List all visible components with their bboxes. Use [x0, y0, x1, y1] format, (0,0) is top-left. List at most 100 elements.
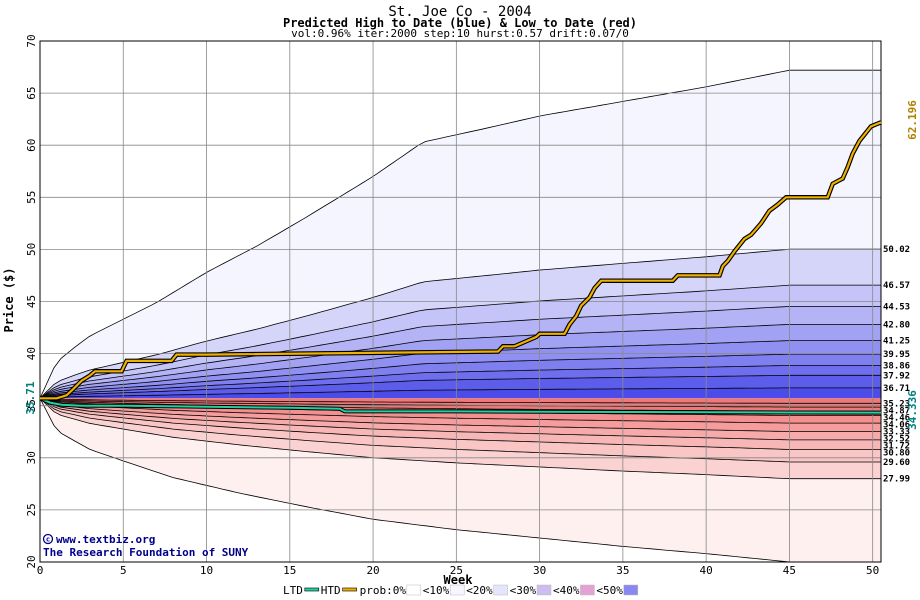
credits: c www.textbiz.org The Research Foundatio… — [42, 533, 249, 559]
x-tick-label-4: 20 — [366, 564, 379, 577]
lower-band-6 — [40, 398, 881, 424]
band-label-17: 29.60 — [883, 458, 910, 468]
lower-contour-0 — [39, 398, 881, 563]
lower-band-9 — [40, 398, 881, 408]
band-label-9: 35.23 — [883, 399, 910, 409]
y-tick-label-2: 30 — [25, 451, 38, 464]
x-tick-label-10: 50 — [866, 564, 879, 577]
x-tick-label-5: 25 — [450, 564, 463, 577]
legend-prob-swatch-0 — [406, 584, 422, 596]
band-label-4: 41.25 — [883, 337, 910, 347]
x-tick-label-1: 5 — [120, 564, 127, 577]
upper-contour-6 — [39, 353, 881, 399]
lower-contour-3 — [39, 397, 881, 450]
upper-contour-4 — [39, 324, 881, 399]
x-tick-label-8: 40 — [700, 564, 713, 577]
lower-band-8 — [40, 398, 881, 412]
upper-contour-7 — [39, 365, 881, 399]
band-label-18: 27.99 — [883, 475, 910, 485]
band-label-2: 44.53 — [883, 302, 910, 312]
x-tick-label-2: 10 — [200, 564, 213, 577]
legend-prob-label-4: <40% — [553, 584, 580, 597]
upper-contour-3 — [39, 306, 881, 399]
band-label-1: 46.57 — [883, 281, 910, 291]
legend-prob-swatch-4 — [580, 584, 595, 596]
plot-frame — [39, 40, 882, 563]
band-label-10: 34.87 — [883, 406, 910, 416]
upper-band-4 — [40, 324, 881, 399]
legend-ltd-label: LTD — [283, 584, 303, 597]
legend-prob-swatch-1 — [449, 584, 465, 596]
upper-band-1 — [40, 249, 881, 399]
lower-band-1 — [40, 398, 881, 479]
legend-ltd-swatch — [304, 587, 320, 592]
band-label-8: 36.71 — [883, 384, 910, 394]
legend-prob-swatch-2 — [493, 584, 508, 596]
legend-htd-label: HTD — [321, 584, 341, 597]
lower-contour-9 — [39, 397, 881, 408]
upper-band-2 — [40, 285, 881, 399]
y-tick-label-10: 70 — [25, 34, 38, 47]
plot-area: 0 5 10 15 20 25 30 35 40 45 50 20 25 30 35 40 45 50 55 60 65… — [25, 34, 910, 577]
chart-subtitle: Predicted High to Date (blue) & Low to D… — [283, 16, 637, 30]
upper-band-5 — [40, 340, 881, 399]
chart-title: St. Joe Co - 2004 — [388, 4, 531, 20]
lower-contour-6 — [39, 397, 881, 424]
lower-band-0 — [40, 398, 881, 562]
upper-contour-0 — [39, 69, 881, 399]
lower-contour-4 — [39, 397, 881, 441]
y-tick-label-4: 40 — [25, 347, 38, 360]
x-tick-label-3: 15 — [283, 564, 296, 577]
y-tick-label-6: 50 — [25, 243, 38, 256]
band-label-5: 39.95 — [883, 350, 910, 360]
legend-prob-label-5: <50% — [596, 584, 623, 597]
band-label-14: 32.52 — [883, 434, 910, 444]
y-tick-label-7: 55 — [25, 191, 38, 204]
chart-params: vol:0.96% iter:2000 step:10 hurst:0.57 d… — [291, 27, 629, 40]
band-label-6: 38.86 — [883, 361, 910, 371]
y-tick-label-1: 25 — [25, 503, 38, 516]
legend-prob-swatch-3 — [536, 584, 552, 596]
band-label-16: 30.80 — [883, 448, 910, 458]
legend-prob-swatch-5 — [623, 584, 639, 596]
upper-band-8 — [40, 375, 881, 399]
band-label-3: 42.80 — [883, 320, 910, 330]
upper-band-7 — [40, 365, 881, 399]
x-axis-label: Week — [444, 573, 474, 587]
x-tick-label-6: 30 — [533, 564, 546, 577]
htd-line — [40, 121, 882, 400]
ltd-line — [39, 397, 882, 414]
band-label-15: 31.72 — [883, 441, 910, 451]
start-price-label: 35.71 — [24, 381, 37, 414]
y-tick-label-8: 60 — [25, 139, 38, 152]
legend-htd-swatch — [342, 587, 357, 592]
htd-final-label: 62.196 — [906, 100, 919, 140]
band-label-11: 34.46 — [883, 413, 910, 423]
lower-contour-2 — [39, 397, 881, 463]
y-tick-label-0: 20 — [25, 555, 38, 568]
x-tick-label-7: 35 — [616, 564, 629, 577]
credit-org: The Research Foundation of SUNY — [43, 546, 249, 559]
upper-contour-9 — [39, 387, 881, 399]
upper-contour-2 — [39, 284, 881, 399]
y-axis-label: Price ($) — [2, 267, 16, 332]
upper-contour-1 — [39, 248, 881, 399]
y-tick-label-9: 65 — [25, 86, 38, 99]
band-label-0: 50.02 — [883, 245, 910, 255]
y-tick-label-3: 35 — [25, 399, 38, 412]
upper-band-9 — [40, 387, 881, 399]
upper-band-6 — [40, 354, 881, 399]
legend-prob-label-3: <30% — [510, 584, 537, 597]
legend-prob-label-1: <10% — [423, 584, 450, 597]
band-label-7: 37.92 — [883, 371, 910, 381]
lower-contour-5 — [39, 397, 881, 432]
lower-band-5 — [40, 398, 881, 432]
band-label-12: 34.06 — [883, 420, 910, 430]
upper-contour-8 — [39, 374, 881, 399]
legend: LTD HTD prob:0% <10% <20% <30% <40% <50% — [283, 584, 639, 597]
copyright-icon-glyph: c — [46, 536, 50, 544]
ltd-final-label: 34.336 — [906, 390, 919, 430]
x-tick-label-0: 0 — [37, 564, 44, 577]
legend-prob-label-0: prob:0% — [360, 584, 407, 597]
